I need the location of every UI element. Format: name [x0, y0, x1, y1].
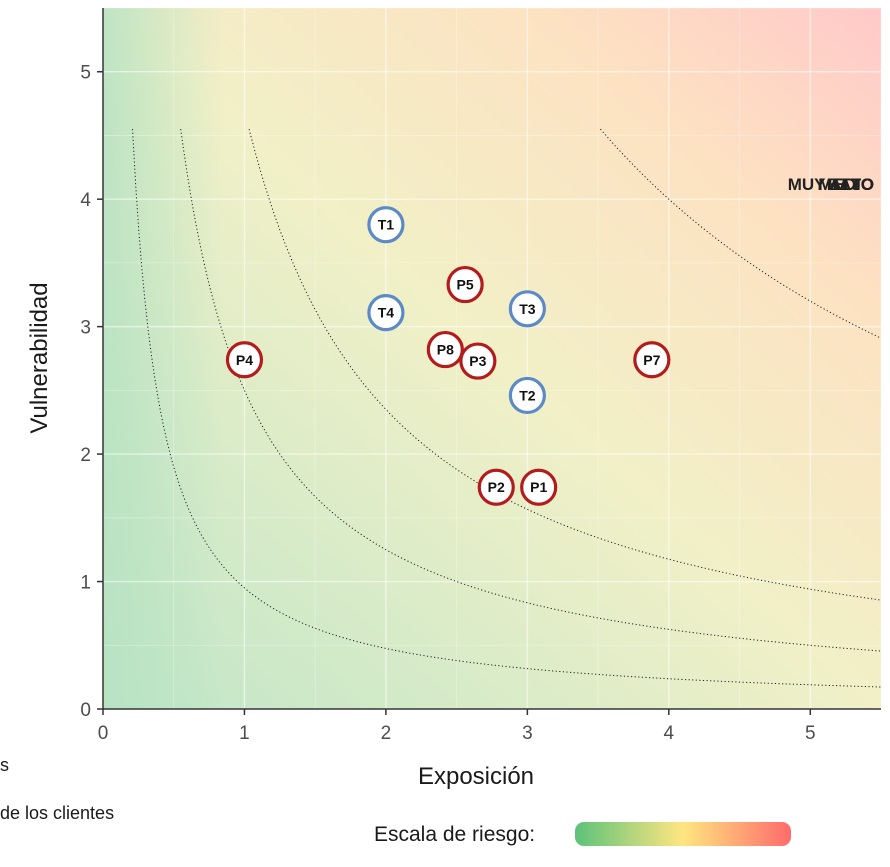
data-point-marker: [633, 341, 671, 379]
risk-zone-label: ALTO: [829, 175, 874, 194]
data-point-t2: T2: [508, 376, 546, 415]
data-point-marker: [225, 341, 264, 379]
data-point-marker: [508, 290, 546, 328]
data-point-label: T3: [519, 301, 536, 317]
risk-zone-label: BAJO: [827, 175, 874, 194]
data-point-label: P5: [457, 277, 474, 293]
data-point-marker: [520, 468, 558, 506]
legend-color-scale: [575, 822, 791, 846]
data-point-label: P3: [469, 353, 486, 369]
data-point-marker: [446, 265, 484, 304]
data-point-p7: P7: [633, 341, 671, 379]
data-point-label: P1: [530, 479, 547, 495]
data-point-label: T4: [378, 305, 395, 321]
x-tick-label: 2: [381, 723, 392, 744]
data-point-p8: P8: [426, 330, 464, 369]
y-axis-title: Vulnerabilidad: [26, 282, 53, 433]
data-point-p3: P3: [459, 342, 497, 380]
y-tick-label: 3: [80, 318, 91, 339]
gridlines: [102, 7, 882, 710]
data-point-label: T2: [519, 387, 536, 403]
data-point-marker: [508, 376, 546, 415]
data-point-label: T1: [378, 217, 395, 233]
x-tick-label: 4: [664, 723, 675, 744]
data-point-p5: P5: [446, 265, 484, 304]
y-tick-label: 1: [80, 573, 91, 594]
data-point-label: P2: [488, 479, 505, 495]
data-point-marker: [459, 342, 497, 380]
tick-labels: 0 1 2 3 4 5 0 1 2 3 4 5: [80, 63, 815, 744]
data-point-p2: P2: [477, 468, 515, 506]
data-point-t1: T1: [367, 206, 405, 244]
data-point-marker: [367, 294, 405, 332]
data-point-marker: [477, 468, 515, 506]
axes: [102, 8, 881, 710]
x-tick-label: 1: [239, 723, 250, 744]
data-point-p1: P1: [520, 468, 558, 506]
y-tick-label: 5: [80, 63, 91, 84]
data-point-t4: T4: [367, 294, 405, 332]
data-point-label: P8: [437, 342, 454, 358]
x-axis-title: Exposición: [418, 763, 534, 790]
y-tick-label: 2: [80, 445, 91, 466]
data-point-marker: [426, 330, 464, 369]
risk-zone-label: MEDIO: [818, 175, 874, 194]
y-tick-label: 0: [80, 700, 91, 721]
x-tick-label: 3: [522, 723, 533, 744]
data-point-marker: [367, 206, 405, 244]
plot-background-left-fade: [103, 8, 223, 709]
data-point-label: P4: [236, 352, 253, 368]
legend-title: Escala de riesgo:: [374, 823, 536, 846]
risk-curves: [132, 128, 881, 688]
data-point-label: P7: [643, 352, 660, 368]
risk-curve: [180, 129, 881, 652]
data-point-t3: T3: [508, 290, 546, 328]
data-point-p4: P4: [225, 341, 264, 379]
risk-curve: [248, 128, 881, 601]
x-tick-label: 5: [805, 723, 816, 744]
data-points: P1 P2 P3 P4 P5 P7 P8 T1 T2 T3 T4: [225, 206, 671, 506]
x-tick-label: 0: [98, 723, 109, 744]
caption-fragment-bottom: de los clientes: [0, 803, 115, 823]
caption-fragment-top: s: [0, 755, 9, 775]
y-tick-label: 4: [80, 190, 91, 211]
risk-zone-label: MUY ALTO: [788, 175, 874, 194]
